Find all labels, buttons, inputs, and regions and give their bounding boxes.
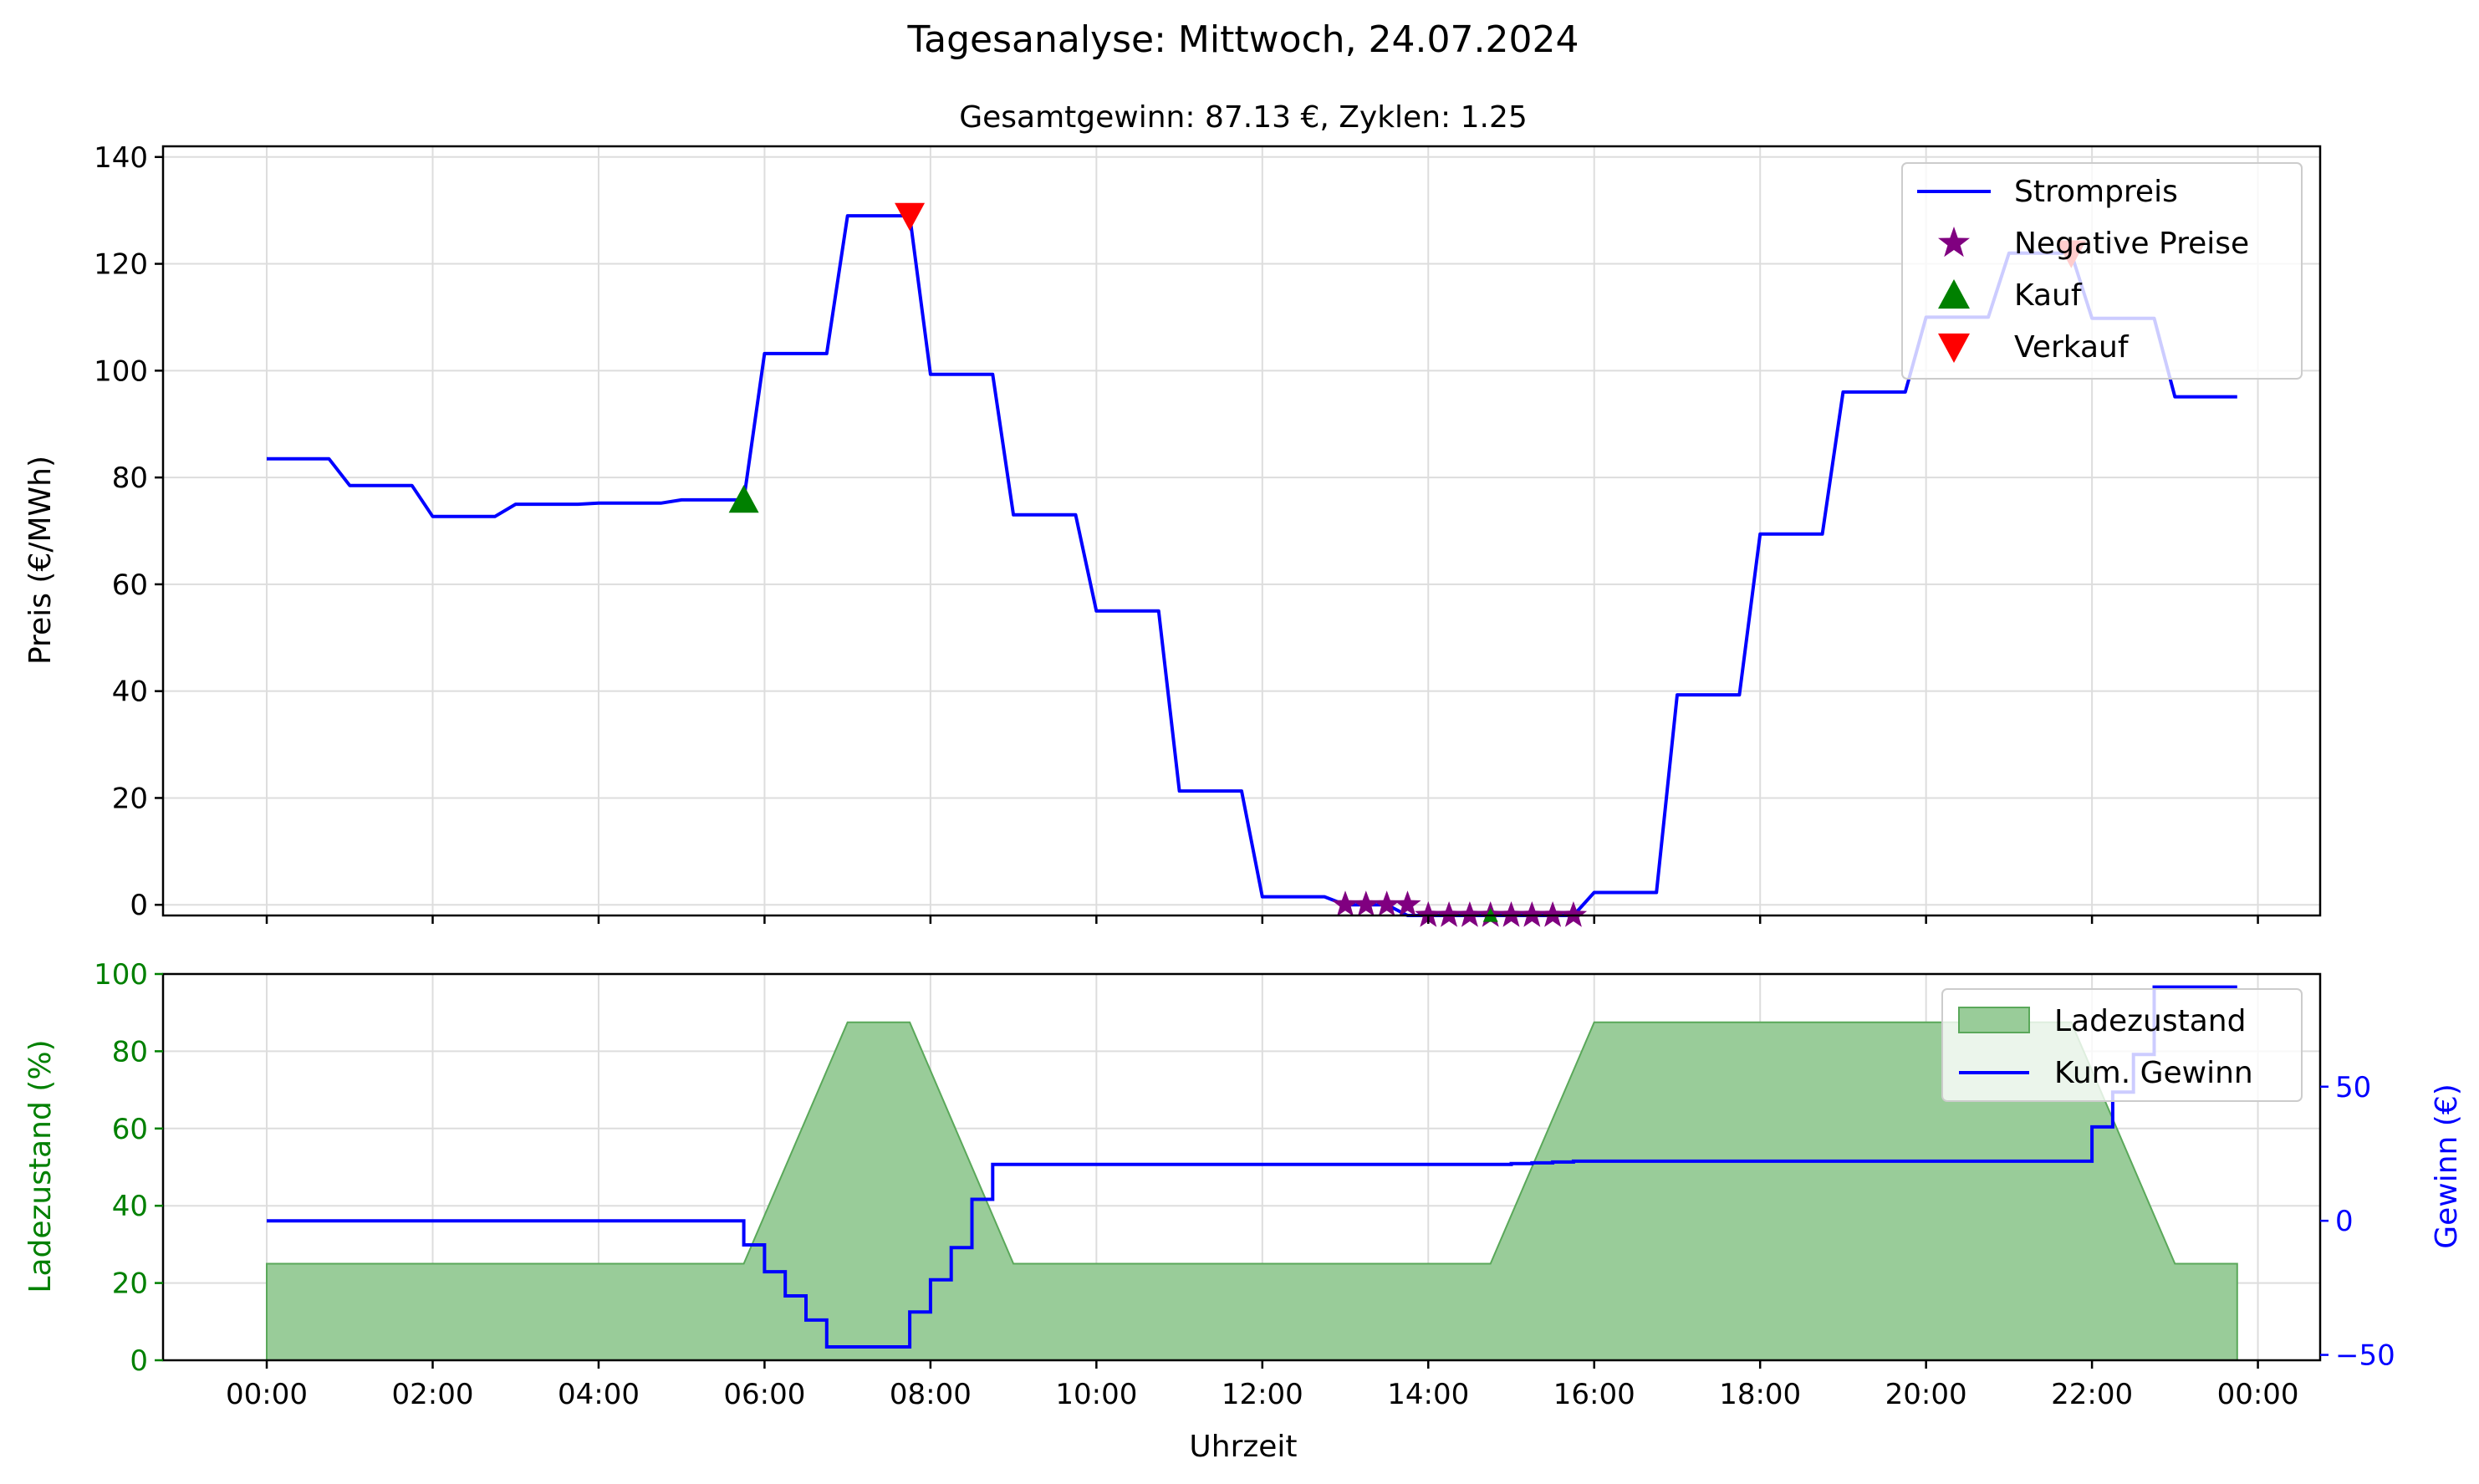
negative-price-marker [1394,890,1421,916]
bottom-right-y-tick-label: −50 [2335,1339,2395,1373]
x-tick-label: 08:00 [890,1378,972,1411]
bottom-right-y-tick-label: 0 [2335,1205,2354,1238]
top-y-axis-label: Preis (€/MWh) [23,456,58,665]
bottom-left-y-tick-label: 100 [94,958,148,992]
profit-line [267,985,2237,1349]
bottom-left-y-tick-label: 40 [112,1190,148,1223]
legend-negative-swatch [1938,227,1970,258]
bottom-left-y-axis-label: Ladezustand (%) [23,1039,58,1293]
negative-price-marker [1559,901,1588,927]
legend-sell-swatch [1938,333,1970,363]
x-tick-label: 10:00 [1055,1378,1137,1411]
top-axes-frame [161,145,2322,917]
top-y-tick-label: 20 [112,782,148,815]
top-chart-subtitle: Gesamtgewinn: 87.13 €, Zyklen: 1.25 [959,100,1528,135]
x-tick-label: 00:00 [226,1378,308,1411]
bottom-axes-frame [161,972,2322,1362]
top-y-tick-label: 140 [94,141,148,175]
x-tick-label: 18:00 [1719,1378,1801,1411]
top-y-tick-label: 60 [112,569,148,602]
x-tick-label: 20:00 [1885,1378,1967,1411]
legend-soc-label: Ladezustand [2054,1004,2246,1038]
top-y-tick-label: 40 [112,676,148,709]
negative-price-marker [1373,890,1400,916]
negative-price-marker [1352,890,1380,916]
x-tick-label: 06:00 [723,1378,805,1411]
buy-marker [728,484,759,513]
x-tick-label: 12:00 [1222,1378,1303,1411]
legend-buy-swatch [1938,279,1970,309]
x-tick-label: 02:00 [392,1378,474,1411]
x-axis-label: Uhrzeit [1189,1430,1297,1464]
bottom-left-y-tick-label: 20 [112,1267,148,1301]
soc-profit-plot: 0 20 40 60 80 100 −50 0 50 00:00 02:00 04:00 06:00 08… [94,958,2395,1411]
bottom-left-y-tick-label: 60 [112,1113,148,1146]
top-y-tick-label: 120 [94,248,148,282]
x-tick-label: 00:00 [2217,1378,2299,1411]
x-tick-label: 14:00 [1387,1378,1469,1411]
negative-price-marker [1497,901,1525,927]
bottom-left-y-tick-label: 80 [112,1035,148,1068]
price-line [267,214,2237,917]
sell-marker [895,202,926,232]
legend-sell-label: Verkauf [2014,330,2130,365]
top-y-tick-label: 0 [130,889,148,922]
negative-price-marker [1538,901,1567,927]
legend-profit-label: Kum. Gewinn [2054,1056,2253,1090]
price-plot: 0 20 40 60 80 100 120 140 Strompreis Negative Pre… [94,141,2322,927]
top-legend [1901,162,2303,380]
negative-price-marker [1435,901,1463,927]
figure-title: Tagesanalyse: Mittwoch, 24.07.2024 [907,18,1579,61]
negative-price-marker [1331,890,1359,916]
x-tick-label: 22:00 [2051,1378,2133,1411]
negative-price-marker [1415,901,1442,927]
legend-buy-label: Kauf [2014,278,2083,313]
bottom-right-y-tick-label: 50 [2335,1071,2371,1104]
legend-negative-label: Negative Preise [2014,227,2249,261]
top-y-tick-label: 80 [112,462,148,495]
top-y-tick-label: 100 [94,354,148,388]
legend-soc-swatch [1958,1007,2030,1033]
legend-price-label: Strompreis [2014,175,2178,209]
negative-price-marker [1456,901,1484,927]
negative-price-marker [1518,901,1546,927]
x-tick-label: 04:00 [558,1378,640,1411]
bottom-legend [1941,988,2303,1102]
x-tick-label: 16:00 [1553,1378,1635,1411]
bottom-right-y-axis-label: Gewinn (€) [2430,1084,2464,1249]
bottom-left-y-tick-label: 0 [130,1344,148,1378]
